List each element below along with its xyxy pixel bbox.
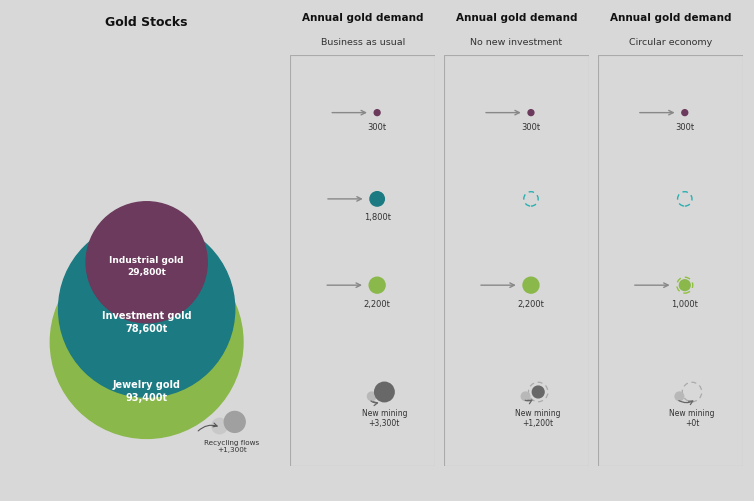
Circle shape: [367, 392, 376, 401]
FancyArrowPatch shape: [198, 423, 217, 431]
Text: 300t: 300t: [676, 123, 694, 132]
Circle shape: [51, 246, 243, 438]
FancyArrowPatch shape: [679, 401, 693, 405]
Circle shape: [682, 110, 688, 116]
Text: 300t: 300t: [522, 123, 541, 132]
Text: New mining
+1,200t: New mining +1,200t: [516, 409, 561, 428]
Text: 2,200t: 2,200t: [363, 301, 391, 310]
Text: Gold Stocks: Gold Stocks: [106, 16, 188, 29]
Circle shape: [374, 110, 380, 116]
Text: Business as usual: Business as usual: [320, 38, 405, 47]
FancyArrowPatch shape: [371, 401, 378, 406]
Text: Recycling flows
+1,300t: Recycling flows +1,300t: [204, 440, 259, 453]
Circle shape: [59, 221, 234, 397]
Text: 1,000t: 1,000t: [671, 301, 698, 310]
Text: Investment gold
78,600t: Investment gold 78,600t: [102, 311, 192, 335]
Circle shape: [532, 386, 544, 398]
FancyArrowPatch shape: [526, 400, 532, 404]
Text: No new investment: No new investment: [470, 38, 562, 47]
Text: Jewelry gold
93,400t: Jewelry gold 93,400t: [112, 380, 181, 403]
Circle shape: [370, 192, 385, 206]
Circle shape: [679, 280, 690, 291]
Circle shape: [212, 418, 227, 434]
Text: Annual gold demand: Annual gold demand: [302, 13, 424, 23]
Circle shape: [523, 277, 539, 293]
Text: 2,200t: 2,200t: [517, 301, 544, 310]
Circle shape: [86, 202, 207, 323]
Text: New mining
+0t: New mining +0t: [670, 409, 715, 428]
Text: Industrial gold
29,800t: Industrial gold 29,800t: [109, 256, 184, 277]
Text: Annual gold demand: Annual gold demand: [609, 13, 731, 23]
Text: Circular economy: Circular economy: [629, 38, 712, 47]
Circle shape: [224, 411, 245, 432]
Circle shape: [521, 392, 530, 401]
Text: 1,800t: 1,800t: [363, 213, 391, 222]
Circle shape: [675, 392, 684, 401]
Text: Annual gold demand: Annual gold demand: [455, 13, 578, 23]
Circle shape: [369, 277, 385, 293]
Text: New mining
+3,300t: New mining +3,300t: [362, 409, 407, 428]
Circle shape: [528, 110, 534, 116]
Text: 300t: 300t: [368, 123, 387, 132]
Circle shape: [375, 382, 394, 402]
